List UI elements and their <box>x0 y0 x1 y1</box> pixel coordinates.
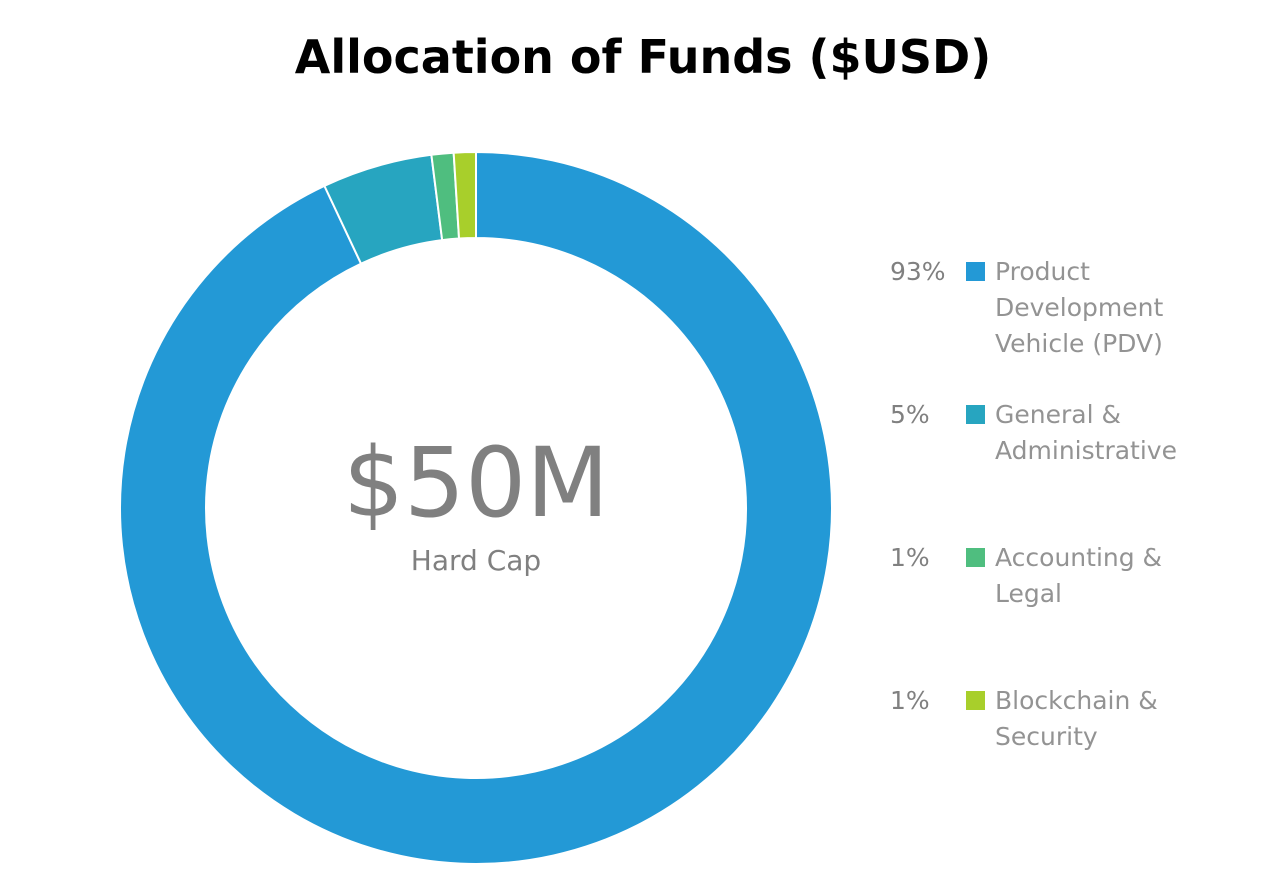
legend-percent: 93% <box>890 257 946 286</box>
legend-percent: 5% <box>890 400 930 429</box>
legend: 93% Product Development Vehicle (PDV) 5%… <box>890 0 1280 879</box>
legend-swatch <box>966 691 985 710</box>
donut-slice <box>452 150 477 240</box>
chart-title: Allocation of Funds ($USD) <box>294 30 992 84</box>
donut-slice <box>119 150 833 865</box>
legend-label: Accounting & Legal <box>995 543 1163 608</box>
center-caption: Hard Cap <box>410 544 542 577</box>
legend-percent: 1% <box>890 543 930 572</box>
legend-swatch <box>966 548 985 567</box>
legend-swatch <box>966 405 985 424</box>
legend-label: General & Administrative <box>995 400 1177 465</box>
legend-label: Product Development Vehicle (PDV) <box>995 257 1164 358</box>
legend-percent: 1% <box>890 686 930 715</box>
legend-label: Blockchain & Security <box>995 686 1158 751</box>
center-value: $50M <box>342 427 610 539</box>
legend-swatch <box>966 262 985 281</box>
